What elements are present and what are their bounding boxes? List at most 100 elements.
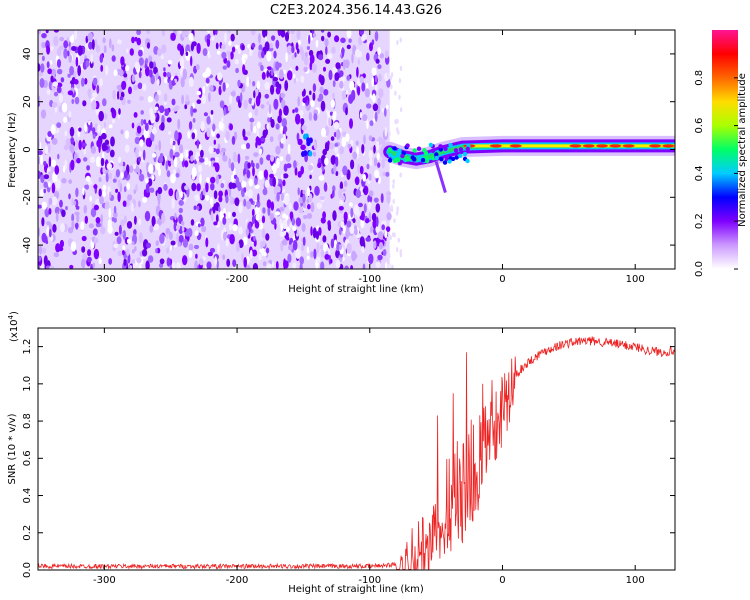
noise-blob	[126, 248, 130, 256]
noise-blob	[394, 90, 397, 96]
noise-blob	[187, 227, 193, 238]
noise-blob	[246, 200, 252, 210]
noise-blob	[137, 82, 143, 90]
noise-blob	[238, 203, 243, 214]
noise-blob	[192, 118, 196, 123]
noise-blob	[278, 108, 282, 118]
noise-blob	[355, 140, 359, 146]
noise-blob	[138, 70, 142, 79]
noise-blob	[267, 117, 271, 123]
noise-blob	[296, 30, 301, 40]
noise-blob	[109, 191, 112, 199]
noise-blob	[275, 261, 279, 269]
noise-blob	[178, 30, 183, 34]
noise-blob	[232, 153, 238, 163]
noise-blob	[215, 174, 219, 185]
noise-blob	[386, 104, 389, 110]
noise-blob	[179, 144, 184, 154]
noise-blob	[276, 192, 280, 202]
noise-blob	[148, 96, 154, 103]
noise-blob	[351, 89, 356, 101]
noise-blob	[118, 108, 121, 115]
noise-blob	[75, 187, 79, 198]
noise-blob	[157, 187, 163, 195]
noise-cluster	[306, 140, 311, 147]
noise-blob	[145, 137, 150, 147]
noise-blob	[110, 136, 115, 147]
noise-blob	[196, 42, 201, 54]
noise-blob	[89, 60, 94, 69]
noise-blob	[349, 118, 353, 129]
noise-blob	[354, 227, 358, 236]
noise-blob	[333, 121, 340, 130]
noise-blob	[65, 206, 68, 211]
noise-blob	[283, 105, 289, 116]
noise-blob	[261, 228, 266, 239]
spectrogram-y-tick-label: 40	[22, 48, 33, 61]
noise-blob	[119, 96, 124, 101]
noise-blob	[198, 258, 204, 266]
noise-blob	[170, 137, 173, 146]
signal-speckle	[422, 148, 427, 153]
noise-blob	[232, 211, 236, 218]
noise-blob	[246, 256, 250, 264]
noise-blob	[214, 128, 220, 133]
noise-blob	[310, 202, 315, 213]
noise-blob	[70, 137, 75, 145]
noise-blob	[200, 217, 205, 227]
spectrogram-marks	[38, 30, 675, 269]
noise-blob	[364, 88, 370, 98]
noise-blob	[263, 251, 267, 257]
noise-blob	[207, 251, 213, 257]
noise-blob	[223, 231, 227, 241]
noise-blob	[92, 92, 98, 98]
noise-blob	[216, 259, 219, 269]
noise-blob	[235, 67, 240, 74]
noise-blob	[346, 44, 351, 50]
signal-speckle	[417, 155, 422, 161]
noise-blob	[145, 57, 149, 65]
noise-blob	[134, 36, 138, 42]
noise-blob	[136, 37, 142, 46]
signal-speckle	[448, 142, 453, 148]
noise-blob	[177, 43, 182, 51]
noise-blob	[57, 153, 60, 160]
noise-blob	[392, 183, 395, 189]
noise-blob	[328, 69, 333, 81]
noise-blob	[117, 191, 121, 203]
snr-panel: -300 -200 -100 0 100 0.0 0.2 0.4 0.6 0.8 1.0 1.2 H…	[7, 311, 676, 595]
noise-blob	[125, 199, 130, 207]
noise-blob	[123, 258, 127, 267]
colorbar-tick-label: 0.0	[694, 261, 705, 277]
snr-y-tick-label: 0.0	[22, 562, 33, 578]
noise-blob	[339, 146, 345, 155]
noise-blob	[56, 48, 62, 57]
noise-blob	[199, 173, 202, 184]
noise-blob	[325, 58, 331, 64]
noise-blob	[185, 51, 189, 57]
noise-blob	[261, 215, 266, 224]
noise-blob	[226, 258, 231, 267]
noise-blob	[56, 82, 63, 88]
noise-blob	[124, 144, 130, 153]
noise-blob	[355, 189, 361, 199]
noise-blob	[51, 69, 57, 75]
noise-blob	[83, 204, 88, 214]
noise-blob	[368, 212, 371, 221]
noise-blob	[114, 231, 119, 236]
noise-blob	[248, 178, 254, 187]
noise-blob	[206, 127, 211, 138]
noise-blob	[117, 39, 122, 45]
noise-blob	[129, 264, 133, 269]
noise-blob	[113, 69, 118, 77]
signal-hotspot	[662, 144, 675, 148]
noise-blob	[251, 215, 256, 225]
noise-blob	[373, 144, 376, 154]
signal-hotspot	[569, 144, 582, 148]
noise-blob	[215, 214, 219, 223]
noise-blob	[76, 213, 80, 223]
noise-blob	[295, 248, 301, 259]
noise-blob	[232, 259, 237, 267]
noise-blob	[163, 108, 170, 116]
noise-blob	[188, 32, 194, 42]
